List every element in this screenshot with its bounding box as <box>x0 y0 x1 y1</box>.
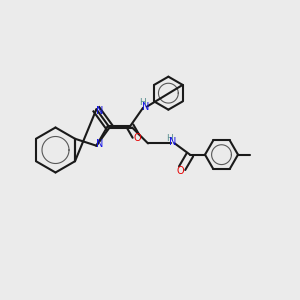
Text: N: N <box>142 102 149 112</box>
Text: N: N <box>96 139 103 149</box>
Text: N: N <box>169 137 177 147</box>
Text: N: N <box>96 106 103 116</box>
Text: H: H <box>166 134 173 142</box>
Text: O: O <box>177 166 184 176</box>
Text: O: O <box>134 134 141 143</box>
Text: H: H <box>139 98 146 107</box>
